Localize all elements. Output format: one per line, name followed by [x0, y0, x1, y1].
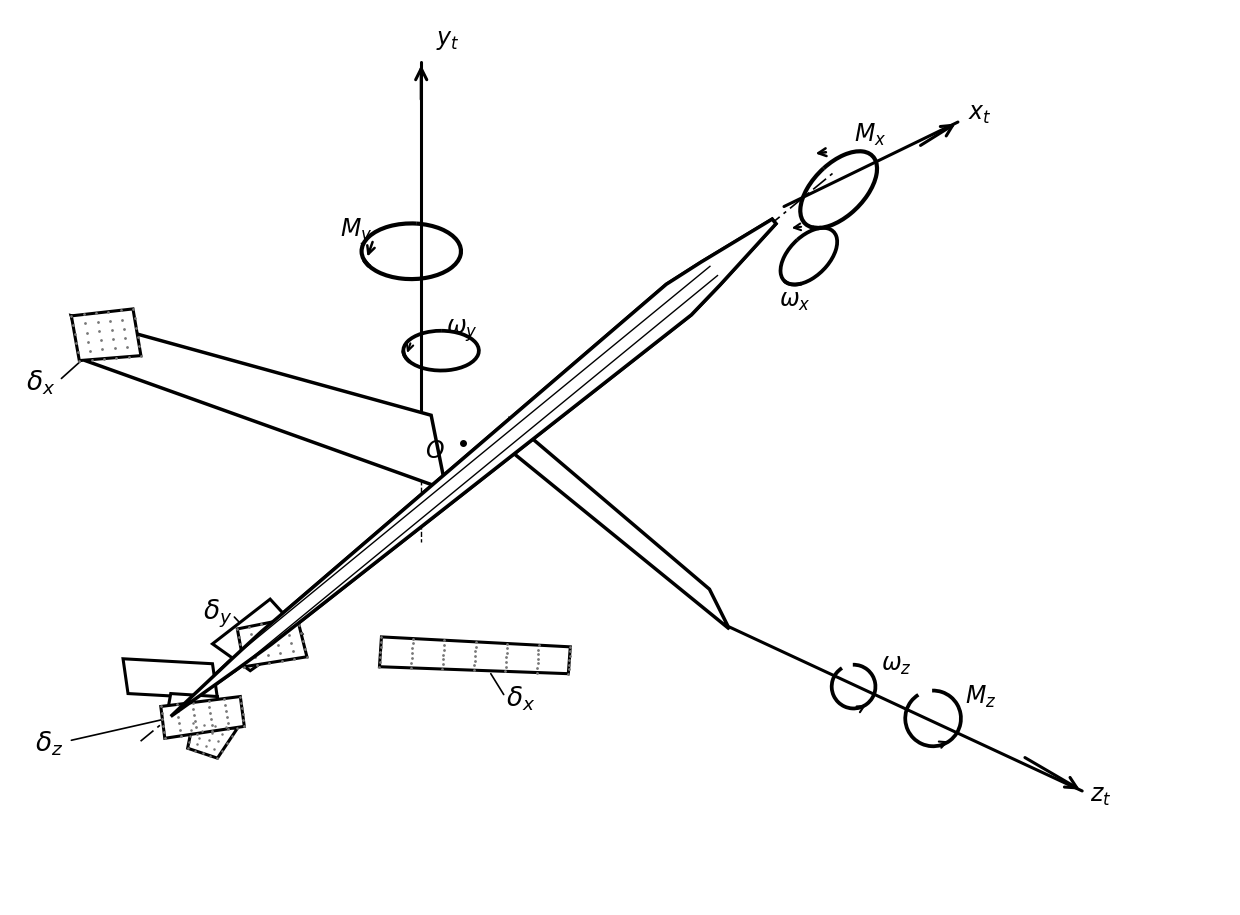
Text: $\delta_z$: $\delta_z$ — [35, 729, 63, 758]
Text: $M_z$: $M_z$ — [965, 684, 996, 710]
Polygon shape — [187, 724, 237, 759]
Polygon shape — [171, 219, 776, 716]
Text: $\omega_x$: $\omega_x$ — [779, 289, 811, 313]
Polygon shape — [511, 420, 729, 629]
Polygon shape — [171, 219, 776, 716]
Text: $O$: $O$ — [425, 439, 445, 463]
Text: $\delta_x$: $\delta_x$ — [26, 368, 56, 397]
Text: $x_t$: $x_t$ — [968, 102, 992, 126]
Text: $\omega_z$: $\omega_z$ — [882, 652, 913, 677]
Polygon shape — [123, 659, 217, 698]
Text: $M_y$: $M_y$ — [340, 216, 372, 247]
Text: $\delta_y$: $\delta_y$ — [203, 597, 232, 630]
Text: $y_t$: $y_t$ — [436, 28, 460, 52]
Text: $\omega_y$: $\omega_y$ — [446, 318, 477, 344]
Text: $\delta_x$: $\delta_x$ — [506, 684, 534, 713]
Text: $z_t$: $z_t$ — [1090, 784, 1111, 808]
Polygon shape — [72, 316, 446, 490]
Polygon shape — [161, 696, 244, 738]
Polygon shape — [212, 599, 303, 671]
Polygon shape — [165, 694, 221, 728]
Polygon shape — [72, 309, 141, 361]
Polygon shape — [379, 637, 570, 673]
Text: $M_x$: $M_x$ — [853, 122, 885, 148]
Polygon shape — [237, 617, 308, 667]
